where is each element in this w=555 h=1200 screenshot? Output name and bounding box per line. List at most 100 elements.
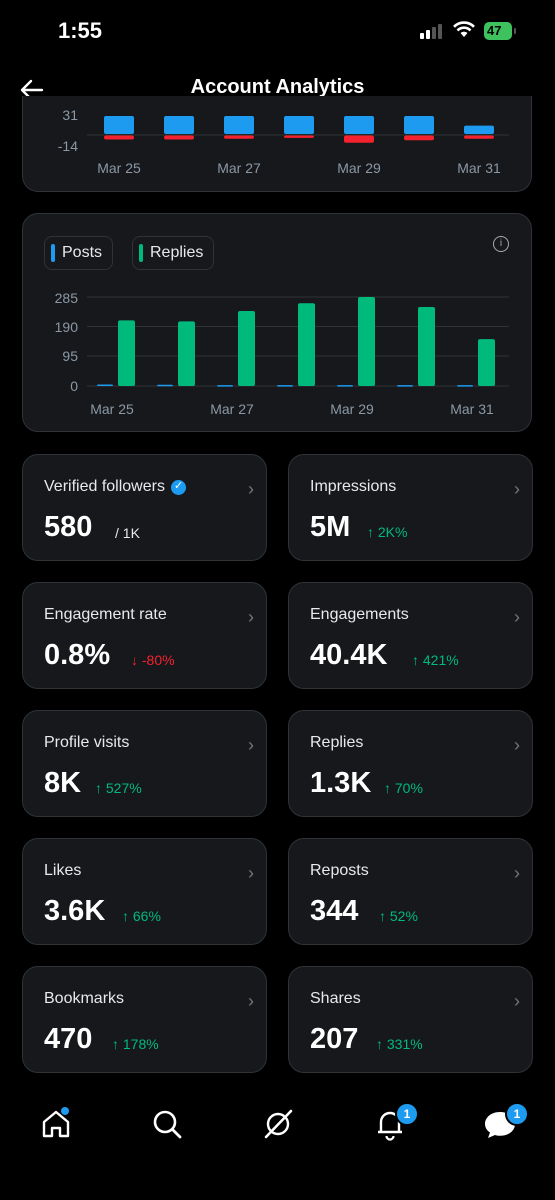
x-tick-label: Mar 27 — [210, 401, 254, 417]
search-icon[interactable] — [147, 1104, 187, 1144]
page-title: Account Analytics — [190, 76, 365, 98]
chevron-right-icon: › — [514, 863, 520, 883]
info-icon[interactable]: i — [493, 236, 509, 252]
stat-label: Profile visits — [44, 734, 130, 751]
bar-posts — [397, 385, 413, 387]
battery-level: 47 — [487, 23, 502, 38]
bar-posts — [277, 385, 293, 387]
x-tick-label: Mar 25 — [90, 401, 134, 417]
stat-card-replies[interactable]: Replies › 1.3K ↑ 70% — [288, 710, 533, 817]
bar-replies — [478, 339, 495, 386]
stat-card-reposts[interactable]: Reposts › 344 ↑ 52% — [288, 838, 533, 945]
stat-value: 5M — [310, 511, 351, 543]
verified-badge-icon — [170, 479, 186, 495]
wifi-icon — [453, 21, 475, 37]
x-tick-label: Mar 27 — [217, 160, 261, 176]
chevron-right-icon: › — [248, 479, 254, 499]
stat-delta: ↑ 52% — [379, 908, 418, 924]
bar-positive — [404, 116, 434, 134]
stat-value: 580 — [44, 511, 93, 543]
chevron-right-icon: › — [248, 863, 254, 883]
stat-delta: ↓ -80% — [131, 652, 175, 668]
bar-negative — [404, 135, 434, 141]
bar-replies — [118, 320, 135, 386]
bottom-nav: 1 1 — [0, 1090, 555, 1200]
stat-label: Reposts — [310, 862, 369, 879]
stat-card-shares[interactable]: Shares › 207 ↑ 331% — [288, 966, 533, 1073]
bar-negative — [344, 135, 374, 143]
stat-card-profile-visits[interactable]: Profile visits › 8K ↑ 527% — [22, 710, 267, 817]
bar-posts — [157, 384, 173, 387]
posts-swatch — [51, 244, 55, 262]
net-bar-chart: 31 -14 Mar 25 Mar 27 Mar 29 Mar 31 — [58, 107, 509, 176]
stat-label: Engagements — [310, 606, 409, 623]
bar-positive — [464, 125, 494, 134]
stat-card-bookmarks[interactable]: Bookmarks › 470 ↑ 178% — [22, 966, 267, 1073]
bar-posts — [337, 385, 353, 387]
y-tick-label: 285 — [55, 290, 79, 306]
stat-delta: ↑ 2K% — [367, 524, 408, 540]
stat-delta: ↑ 66% — [122, 908, 161, 924]
y-tick-label: 190 — [55, 319, 79, 335]
status-bar: 1:55 47 — [0, 0, 555, 62]
stat-value: 1.3K — [310, 767, 372, 799]
home-icon[interactable] — [36, 1104, 76, 1144]
legend-replies[interactable]: Replies — [132, 236, 215, 270]
chevron-right-icon: › — [514, 479, 520, 499]
stat-value: 207 — [310, 1023, 359, 1055]
y-tick-label: 31 — [62, 107, 78, 123]
grok-icon[interactable] — [258, 1104, 298, 1144]
x-tick-label: Mar 31 — [457, 160, 501, 176]
stat-card-engagements[interactable]: Engagements › 40.4K ↑ 421% — [288, 582, 533, 689]
stat-delta: ↑ 421% — [412, 652, 459, 668]
bar-replies — [358, 297, 375, 386]
stat-card-likes[interactable]: Likes › 3.6K ↑ 66% — [22, 838, 267, 945]
x-tick-label: Mar 31 — [450, 401, 494, 417]
stat-card-engagement-rate[interactable]: Engagement rate › 0.8% ↓ -80% — [22, 582, 267, 689]
stat-subtext: / 1K — [115, 525, 140, 541]
bar-posts — [457, 385, 473, 387]
stat-label: Verified followers — [44, 478, 165, 495]
chevron-right-icon: › — [248, 735, 254, 755]
stat-label: Bookmarks — [44, 990, 125, 1007]
bar-negative — [104, 135, 134, 140]
bar-negative — [284, 135, 314, 138]
posts-replies-net-chart-card: 31 -14 Mar 25 Mar 27 Mar 29 Mar 31 — [22, 96, 532, 192]
y-tick-label: 0 — [70, 378, 78, 394]
bar-posts — [97, 384, 113, 386]
y-tick-label: -14 — [58, 138, 78, 154]
bar-negative — [164, 135, 194, 140]
chevron-right-icon: › — [514, 607, 520, 627]
stat-delta: ↑ 331% — [376, 1036, 423, 1052]
stat-card-verified-followers[interactable]: Verified followers › 580 / 1K — [22, 454, 267, 561]
bar-positive — [284, 116, 314, 134]
stat-label: Likes — [44, 862, 82, 879]
stat-label: Impressions — [310, 478, 397, 495]
legend-replies-label: Replies — [150, 244, 204, 261]
legend-posts-label: Posts — [62, 244, 103, 261]
stat-label: Replies — [310, 734, 364, 751]
bar-negative — [224, 135, 254, 139]
stat-delta: ↑ 178% — [112, 1036, 159, 1052]
bar-replies — [298, 303, 315, 386]
stat-label: Shares — [310, 990, 361, 1007]
bar-positive — [104, 116, 134, 134]
stat-card-impressions[interactable]: Impressions › 5M ↑ 2K% — [288, 454, 533, 561]
notifications-badge: 1 — [395, 1102, 419, 1126]
stat-value: 8K — [44, 767, 82, 799]
posts-replies-chart-card: Posts Replies i 285 190 95 0 Mar 25 Mar … — [22, 213, 532, 432]
x-tick-label: Mar 29 — [337, 160, 381, 176]
status-time: 1:55 — [58, 18, 103, 43]
stat-delta: ↑ 527% — [95, 780, 142, 796]
bar-posts — [217, 385, 233, 387]
posts-replies-bar-chart: 285 190 95 0 Mar 25 Mar 27 Mar 29 Mar 31 — [55, 290, 509, 417]
legend-posts[interactable]: Posts — [44, 236, 114, 270]
messages-badge: 1 — [505, 1102, 529, 1126]
x-tick-label: Mar 29 — [330, 401, 374, 417]
chevron-right-icon: › — [248, 991, 254, 1011]
y-tick-label: 95 — [62, 348, 78, 364]
chevron-right-icon: › — [248, 607, 254, 627]
battery-icon: 47 — [484, 22, 516, 40]
signal-icon — [420, 24, 442, 39]
stat-value: 40.4K — [310, 639, 388, 671]
